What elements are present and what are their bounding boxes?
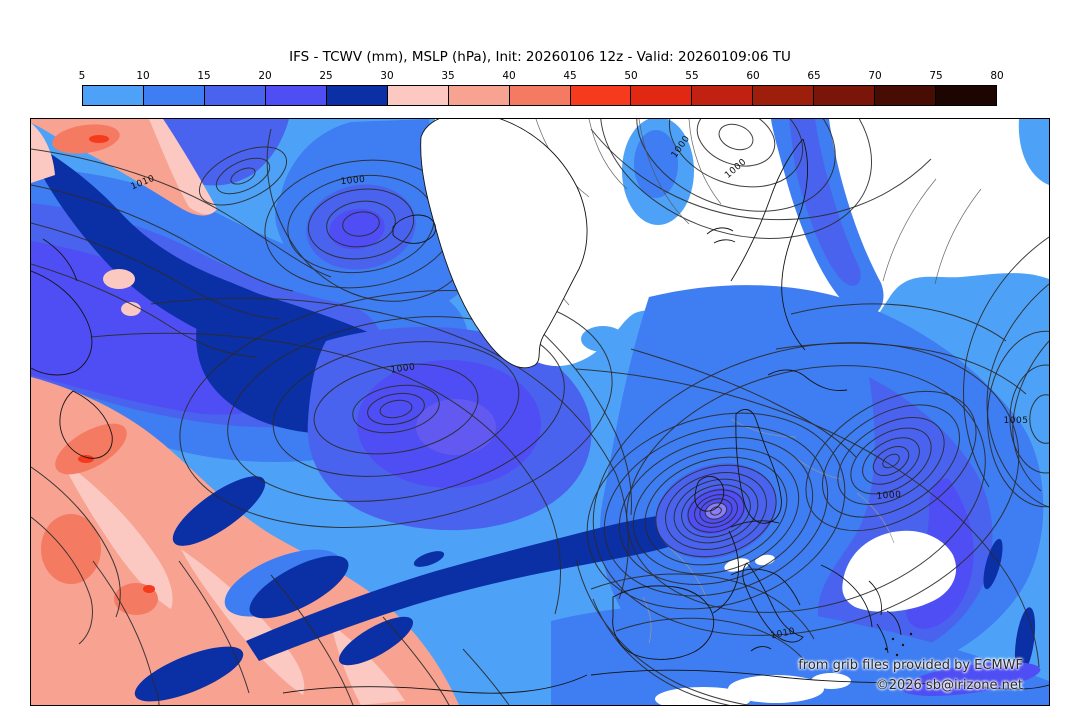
colorbar-cell bbox=[83, 86, 143, 105]
colorbar-scale bbox=[82, 85, 997, 106]
contour-label: 1005 bbox=[1003, 416, 1029, 426]
colorbar-cell bbox=[142, 86, 204, 105]
colorbar-cell bbox=[630, 86, 692, 105]
colorbar-cell bbox=[691, 86, 753, 105]
colorbar-tick: 25 bbox=[319, 70, 333, 82]
isobar-rings-layer bbox=[179, 119, 1049, 636]
colorbar-cell bbox=[813, 86, 875, 105]
colorbar-tick: 10 bbox=[136, 70, 150, 82]
colorbar-tick: 65 bbox=[807, 70, 821, 82]
colorbar-cell bbox=[874, 86, 936, 105]
attribution: from grib files provided by ECMWF ©2026 … bbox=[798, 656, 1023, 696]
colorbar-tick: 15 bbox=[197, 70, 211, 82]
colorbar-tick: 55 bbox=[685, 70, 699, 82]
page-title: IFS - TCWV (mm), MSLP (hPa), Init: 20260… bbox=[289, 49, 791, 65]
colorbar-tick: 50 bbox=[624, 70, 638, 82]
colorbar-cell bbox=[264, 86, 326, 105]
colorbar: 5 10 15 20 25 30 35 40 45 50 55 60 65 70 75 80 bbox=[78, 70, 1004, 106]
colorbar-tick: 35 bbox=[441, 70, 455, 82]
colorbar-tick: 40 bbox=[502, 70, 516, 82]
colorbar-cell bbox=[752, 86, 814, 105]
colorbar-tick: 30 bbox=[380, 70, 394, 82]
colorbar-tick: 70 bbox=[868, 70, 882, 82]
colorbar-tick: 80 bbox=[990, 70, 1004, 82]
colorbar-cell bbox=[386, 86, 448, 105]
colorbar-cell bbox=[203, 86, 265, 105]
map-canvas bbox=[31, 119, 1049, 705]
colorbar-tick: 60 bbox=[746, 70, 760, 82]
contour-label: 1000 bbox=[876, 490, 902, 502]
colorbar-ticks: 5 10 15 20 25 30 35 40 45 50 55 60 65 70 75 80 bbox=[78, 70, 1004, 85]
colorbar-cell bbox=[508, 86, 570, 105]
colorbar-cell bbox=[447, 86, 509, 105]
colorbar-tick: 75 bbox=[929, 70, 943, 82]
colorbar-tick: 45 bbox=[563, 70, 577, 82]
colorbar-tick: 20 bbox=[258, 70, 272, 82]
colorbar-tick: 5 bbox=[78, 70, 86, 82]
attribution-copyright: ©2026 sb@irizone.net bbox=[875, 678, 1023, 693]
colorbar-cell bbox=[935, 86, 997, 105]
colorbar-cell bbox=[569, 86, 631, 105]
colorbar-cell bbox=[325, 86, 387, 105]
coastline-layer bbox=[31, 119, 1049, 694]
weather-map: 1010 1000 1000 1000 1000 1000 1005 1010 from gr… bbox=[30, 118, 1050, 706]
attribution-source: from grib files provided by ECMWF bbox=[798, 658, 1023, 673]
